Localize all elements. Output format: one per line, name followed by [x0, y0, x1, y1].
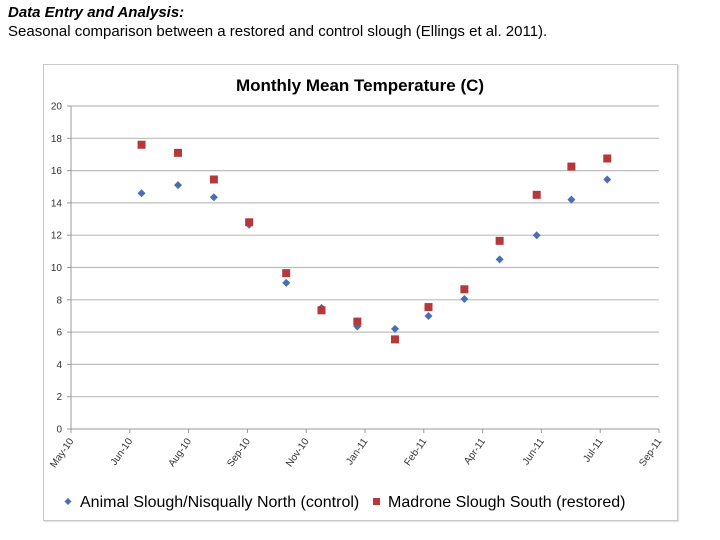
y-tick-label: 10: [51, 263, 63, 274]
data-point-control: [174, 181, 183, 190]
chart-frame: [43, 64, 678, 521]
x-tick-label: Feb-11: [402, 436, 429, 468]
data-point-restored: [245, 218, 254, 227]
y-tick-label: 0: [56, 425, 62, 436]
x-tick-label: Nov-10: [284, 436, 312, 469]
x-tick-label: Aug-10: [167, 436, 195, 469]
data-points: [137, 140, 612, 344]
x-tick-label: Jan-11: [344, 436, 370, 467]
x-tick-label: Jul-11: [581, 436, 605, 464]
legend-marker-control: [64, 498, 72, 505]
x-tick-label: Apr-11: [462, 436, 488, 467]
y-tick-label: 6: [56, 328, 62, 339]
data-point-control: [282, 278, 291, 287]
chart-title: Monthly Mean Temperature (C): [236, 76, 484, 95]
y-tick-label: 20: [51, 102, 63, 113]
data-point-restored: [282, 269, 291, 278]
x-axis-ticks: May-10 Jun-10 Aug-10 Sep-10 Nov-10 Jan-11 Feb-…: [48, 429, 665, 470]
y-tick-label: 8: [56, 295, 62, 306]
data-point-restored: [532, 190, 541, 199]
data-point-restored: [460, 285, 469, 294]
data-point-control: [460, 294, 469, 303]
data-point-control: [424, 311, 433, 320]
x-tick-label: Jun-10: [109, 436, 136, 468]
y-axis-ticks: 0 2 4 6 8 10 12 14 16 18 20: [51, 102, 71, 436]
data-point-restored: [603, 154, 612, 163]
data-point-control: [390, 324, 399, 333]
legend-label-control: Animal Slough/Nisqually North (control): [80, 494, 359, 511]
data-point-restored: [424, 303, 433, 312]
data-point-restored: [317, 306, 326, 315]
page-subheading: Seasonal comparison between a restored a…: [8, 23, 548, 40]
x-tick-label: Sep-10: [225, 436, 253, 469]
gridlines: [71, 105, 659, 398]
data-point-restored: [174, 148, 183, 157]
y-tick-label: 18: [51, 134, 63, 145]
data-point-restored: [209, 175, 218, 184]
y-tick-label: 16: [51, 166, 63, 177]
y-tick-label: 4: [56, 360, 62, 371]
y-tick-label: 12: [51, 231, 63, 242]
data-point-control: [532, 231, 541, 240]
y-tick-label: 14: [51, 198, 63, 209]
x-tick-label: May-10: [48, 436, 76, 470]
x-tick-label: Jun-11: [521, 436, 547, 467]
data-point-control: [137, 189, 146, 198]
data-point-restored: [137, 140, 146, 149]
x-tick-label: Sep-11: [637, 436, 664, 468]
y-tick-label: 2: [56, 392, 62, 403]
data-point-control: [567, 195, 576, 204]
data-point-control: [495, 255, 504, 264]
page-heading: Data Entry and Analysis:: [8, 4, 185, 21]
data-point-restored: [390, 335, 399, 344]
legend-label-restored: Madrone Slough South (restored): [388, 494, 625, 511]
data-point-restored: [495, 236, 504, 245]
data-point-control: [603, 175, 612, 184]
legend-marker-restored: [373, 498, 380, 505]
legend: Animal Slough/Nisqually North (control) M…: [64, 494, 625, 511]
data-point-restored: [567, 162, 576, 171]
data-point-control: [209, 193, 218, 202]
data-point-restored: [353, 317, 362, 326]
